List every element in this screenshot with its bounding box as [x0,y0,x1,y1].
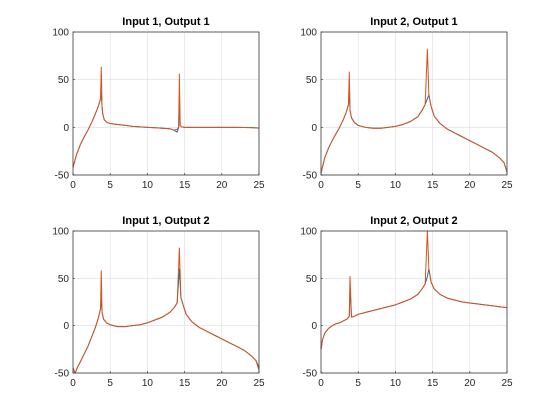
plot-area [72,31,260,176]
x-tick-label: 25 [501,180,513,191]
subplot-title: Input 1, Output 1 [122,16,209,28]
x-tick-label: 0 [318,378,324,389]
subplot-title: Input 1, Output 2 [122,215,209,227]
x-tick-label: 20 [464,180,476,191]
axes-frame [72,230,260,374]
x-tick-label: 25 [253,378,265,389]
x-tick-label: 10 [142,180,154,191]
x-tick-label: 0 [70,378,76,389]
y-tick-label: 50 [58,75,70,86]
y-tick-label: 0 [63,321,69,332]
axes-frame [320,230,508,374]
plot-area [72,230,260,374]
x-tick-label: 5 [355,180,361,191]
y-tick-label: 100 [300,28,317,39]
x-tick-label: 20 [216,180,228,191]
y-tick-label: 100 [52,227,69,238]
x-tick-label: 0 [318,180,324,191]
y-tick-label: 50 [58,274,70,285]
plot-area [320,31,508,176]
series-line-2 [72,66,260,168]
y-tick-label: -50 [55,171,70,182]
x-tick-label: 5 [107,378,113,389]
plot-area [320,230,508,374]
y-tick-label: -50 [303,171,318,182]
x-tick-label: 20 [464,378,476,389]
x-tick-label: 5 [107,180,113,191]
x-tick-label: 25 [253,180,265,191]
y-tick-label: 0 [63,123,69,134]
x-tick-label: 25 [501,378,513,389]
series-line-2 [320,230,508,350]
x-tick-label: 10 [390,378,402,389]
x-tick-label: 15 [427,378,439,389]
x-tick-label: 15 [427,180,439,191]
x-tick-label: 15 [179,378,191,389]
x-tick-label: 20 [216,378,228,389]
y-tick-label: -50 [55,369,70,380]
series-line-2 [320,48,508,174]
y-tick-label: -50 [303,369,318,380]
y-tick-label: 0 [311,321,317,332]
y-tick-label: 50 [306,75,318,86]
x-tick-label: 15 [179,180,191,191]
x-tick-label: 10 [142,378,154,389]
x-tick-label: 5 [355,378,361,389]
axes-frame [320,31,508,176]
x-tick-label: 0 [70,180,76,191]
y-tick-label: 50 [306,274,318,285]
axes-frame [72,31,260,176]
series-line-2 [72,247,260,374]
subplot-title: Input 2, Output 2 [370,215,457,227]
subplot-title: Input 2, Output 1 [370,16,457,28]
y-tick-label: 100 [52,28,69,39]
y-tick-label: 100 [300,227,317,238]
x-tick-label: 10 [390,180,402,191]
y-tick-label: 0 [311,123,317,134]
